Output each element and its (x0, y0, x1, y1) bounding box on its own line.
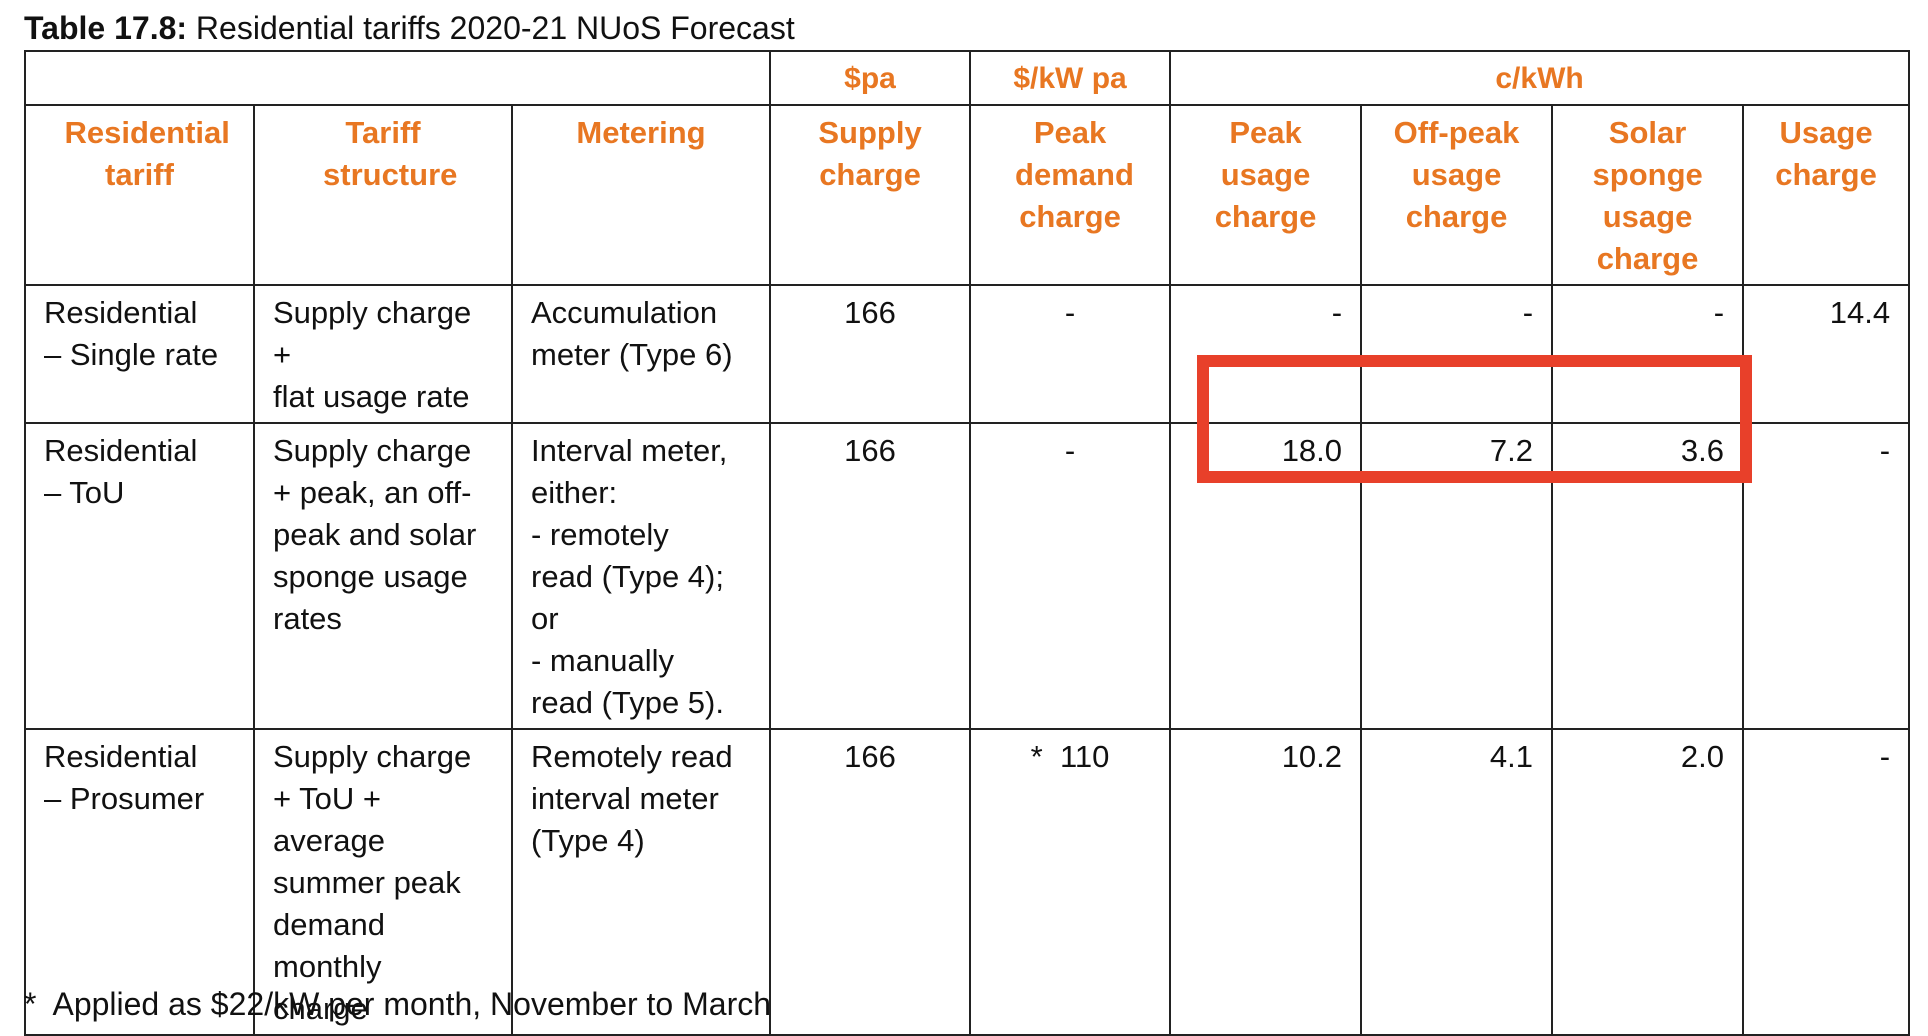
cell-offpeak-usage: 7.2 (1360, 422, 1554, 730)
cell-peak-demand: - (969, 422, 1172, 730)
table-footnote: * Applied as $22/kW per month, November … (24, 986, 772, 1022)
cell-peak-usage: 10.2 (1169, 728, 1363, 1036)
unit-header-row: $pa $/kW pa c/kWh (23, 50, 1911, 106)
caption-text: Residential tariffs 2020-21 NUoS Forecas… (195, 10, 795, 46)
caption-label: Table 17.8: (24, 10, 188, 46)
cell-offpeak-usage: 4.1 (1360, 728, 1554, 1036)
cell-tariff: Residential – ToU (24, 422, 255, 730)
col-usage-charge: Usage charge (1742, 104, 1911, 286)
cell-peak-usage: - (1169, 284, 1363, 424)
table-row: Residential – Prosumer Supply charge + T… (24, 728, 1911, 1036)
unit-ckwh: c/kWh (1169, 50, 1911, 106)
col-solar-sponge-usage-charge: Solar sponge usage charge (1551, 104, 1745, 286)
col-peak-usage-charge: Peak usage charge (1169, 104, 1363, 286)
table-row: Residential – ToU Supply charge + peak, … (24, 422, 1911, 730)
cell-usage: 14.4 (1742, 284, 1911, 424)
cell-structure: Supply charge + flat usage rate (253, 284, 513, 424)
column-header-row: Residential tariff Tariff structure Mete… (24, 104, 1911, 286)
cell-solar-usage: - (1551, 284, 1745, 424)
cell-offpeak-usage: - (1360, 284, 1554, 424)
cell-peak-demand: * 110 (969, 728, 1172, 1036)
cell-solar-usage: 2.0 (1551, 728, 1745, 1036)
unit-header-blank (23, 50, 772, 106)
cell-metering: Interval meter, either: - remotely read … (510, 422, 772, 730)
cell-supply: 166 (769, 284, 972, 424)
cell-tariff: Residential – Prosumer (24, 728, 255, 1036)
cell-usage: - (1742, 728, 1911, 1036)
col-peak-demand-charge: Peak demand charge (969, 104, 1172, 286)
cell-structure: Supply charge + ToU + average summer pea… (253, 728, 513, 1036)
col-residential-tariff: Residential tariff (24, 104, 255, 286)
cell-peak-usage: 18.0 (1169, 422, 1363, 730)
unit-kw-pa: $/kW pa (969, 50, 1172, 106)
cell-supply: 166 (769, 728, 972, 1036)
cell-peak-demand: - (969, 284, 1172, 424)
unit-pa: $pa (769, 50, 972, 106)
residential-tariffs-table: $pa $/kW pa c/kWh Residential tariff Tar… (23, 50, 1911, 1036)
col-tariff-structure: Tariff structure (253, 104, 513, 286)
table-row: Residential – Single rate Supply charge … (24, 284, 1911, 424)
col-offpeak-usage-charge: Off-peak usage charge (1360, 104, 1554, 286)
cell-tariff: Residential – Single rate (24, 284, 255, 424)
cell-metering: Remotely read interval meter (Type 4) (510, 728, 772, 1036)
cell-metering: Accumulation meter (Type 6) (510, 284, 772, 424)
cell-supply: 166 (769, 422, 972, 730)
col-metering: Metering (510, 104, 772, 286)
table-caption: Table 17.8: Residential tariffs 2020-21 … (24, 6, 795, 50)
col-supply-charge: Supply charge (769, 104, 972, 286)
cell-solar-usage: 3.6 (1551, 422, 1745, 730)
cell-structure: Supply charge + peak, an off- peak and s… (253, 422, 513, 730)
cell-usage: - (1742, 422, 1911, 730)
